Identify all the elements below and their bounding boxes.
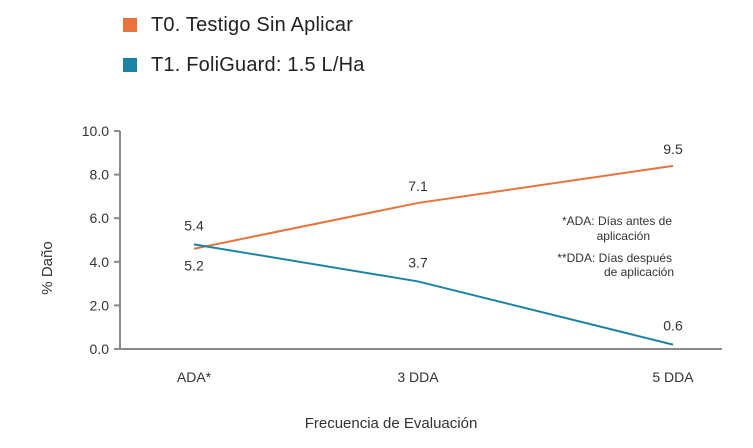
legend-item-t0: T0. Testigo Sin Aplicar: [123, 14, 365, 36]
y-axis-title: % Daño: [39, 241, 56, 294]
data-label-t1: 5.4: [184, 217, 204, 233]
y-tick-label: 2.0: [90, 297, 110, 313]
data-labels: 5.2 7.1 9.5 5.4 3.7 0.6: [184, 141, 683, 334]
y-tick-label: 10.0: [82, 123, 109, 139]
x-axis-title: Frecuencia de Evaluación: [305, 415, 478, 432]
y-tick-label: 4.0: [90, 254, 110, 270]
series-line-t1: [193, 243, 674, 346]
series-line-t0: [193, 164, 674, 250]
series-lines: [193, 164, 674, 346]
data-label-t0: 9.5: [663, 141, 683, 157]
x-tick-label: ADA*: [177, 369, 212, 385]
x-tick-label: 5 DDA: [652, 369, 694, 385]
note-ada-line2: aplicación: [597, 229, 650, 243]
y-axis-ticks: 0.0 2.0 4.0 6.0 8.0 10.0: [82, 123, 120, 357]
x-axis-ticks: ADA* 3 DDA 5 DDA: [177, 369, 694, 385]
note-dda-line1: **DDA: Días después: [557, 251, 672, 265]
legend-label-t0: T0. Testigo Sin Aplicar: [151, 13, 354, 36]
legend-item-t1: T1. FoliGuard: 1.5 L/Ha: [123, 54, 365, 76]
legend-swatch-t1: [123, 58, 137, 72]
data-label-t1: 0.6: [663, 318, 683, 334]
y-tick-label: 6.0: [90, 210, 110, 226]
data-label-t0: 5.2: [184, 258, 204, 274]
note-ada-line1: *ADA: Días antes de: [562, 214, 672, 228]
legend-swatch-t0: [123, 18, 137, 32]
note-dda-line2: de aplicación: [604, 265, 674, 279]
data-label-t1: 3.7: [408, 254, 428, 270]
footnotes: *ADA: Días antes de aplicación **DDA: Dí…: [557, 214, 674, 279]
legend: T0. Testigo Sin Aplicar T1. FoliGuard: 1…: [123, 14, 365, 94]
x-tick-label: 3 DDA: [397, 369, 439, 385]
y-tick-label: 8.0: [90, 167, 110, 183]
legend-label-t1: T1. FoliGuard: 1.5 L/Ha: [151, 53, 365, 76]
data-label-t0: 7.1: [408, 178, 428, 194]
y-tick-label: 0.0: [90, 341, 110, 357]
